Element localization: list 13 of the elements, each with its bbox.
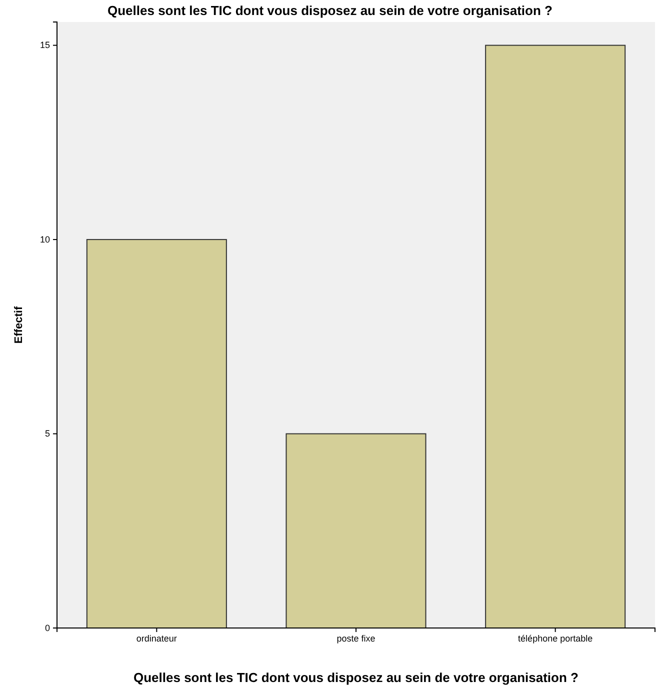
bar (286, 433, 426, 628)
chart-title: Quelles sont les TIC dont vous disposez au sein de votre organisation ? (108, 3, 553, 18)
bar (485, 44, 626, 628)
x-axis-title: Quelles sont les TIC dont vous disposez au sein de votre organisation ? (134, 670, 579, 685)
x-tick-label: poste fixe (336, 633, 376, 644)
y-tick-label: 0 (44, 622, 50, 633)
x-tick-label: ordinateur (136, 633, 177, 644)
y-tick-label: 15 (40, 40, 50, 50)
y-axis-title: Effectif (13, 306, 25, 344)
x-tick-label: téléphone portable (518, 633, 593, 644)
bar (86, 239, 227, 628)
y-tick-label: 10 (40, 234, 50, 244)
y-tick-label: 5 (44, 428, 50, 439)
